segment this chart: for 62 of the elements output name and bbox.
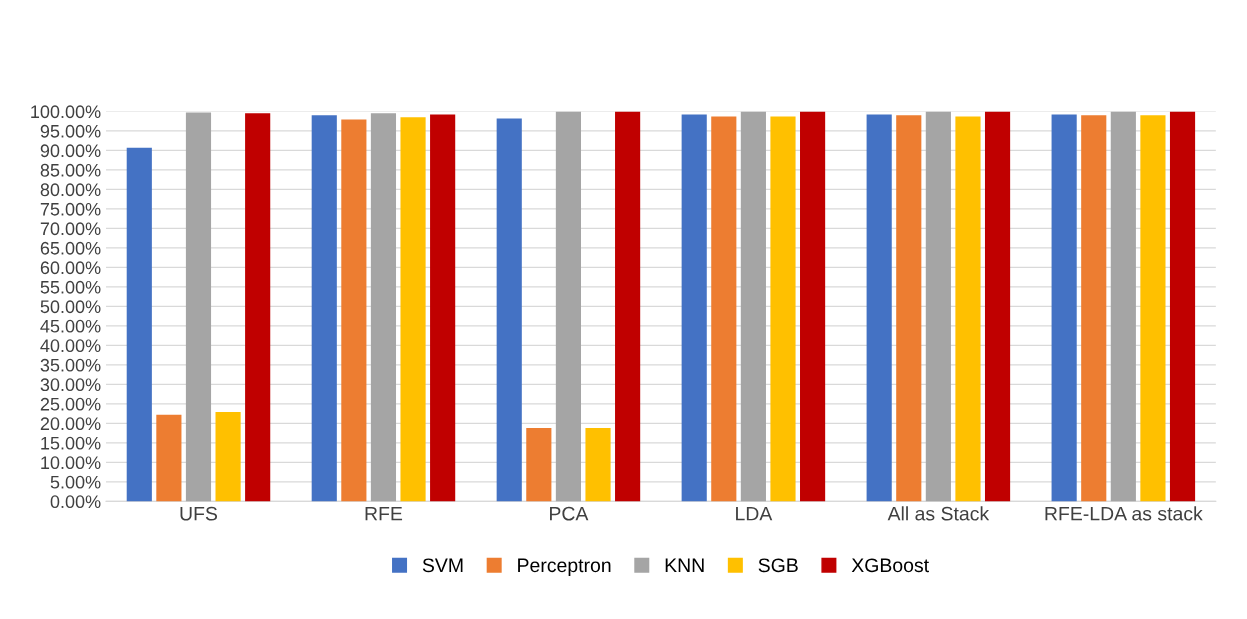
bar [1081, 115, 1107, 502]
y-tick-label: 90.00% [40, 144, 101, 158]
x-tick-label: UFS [180, 506, 218, 521]
bar [1110, 111, 1136, 502]
legend-label: SGB [758, 558, 798, 573]
x-tick-label: LDA [736, 506, 773, 521]
bar [341, 119, 367, 502]
y-tick-label: 70.00% [40, 222, 101, 236]
bar [156, 414, 182, 502]
bar [126, 147, 152, 502]
bar [1051, 114, 1077, 502]
legend-label: SVM [422, 558, 463, 573]
y-tick-label: 45.00% [40, 319, 101, 333]
legend-label: XGBoost [851, 558, 929, 573]
bar [984, 111, 1011, 502]
y-tick-label: 40.00% [40, 339, 101, 353]
y-tick-label: 60.00% [40, 261, 101, 275]
y-tick-label: 35.00% [40, 358, 101, 372]
y-tick-label: 55.00% [40, 280, 101, 294]
bar [925, 111, 951, 502]
x-tick-label: All as Stack [887, 506, 990, 521]
bar [555, 111, 581, 502]
bar [1140, 115, 1166, 502]
x-tick-label: RFE [365, 506, 403, 521]
y-tick-label: 80.00% [40, 183, 101, 197]
bar [245, 113, 271, 502]
bar [585, 428, 611, 502]
bar [215, 412, 241, 502]
legend-label: Perceptron [518, 558, 611, 577]
y-tick-label: 65.00% [40, 241, 101, 255]
bar [311, 115, 337, 502]
bar [400, 117, 426, 502]
x-tick-label: RFE-LDA as stack [1045, 506, 1203, 521]
y-tick-label: 30.00% [40, 378, 101, 392]
x-tick-label: PCA [550, 506, 589, 521]
bar [681, 114, 707, 502]
bar [896, 115, 922, 502]
bar [740, 111, 766, 502]
bar [1169, 111, 1196, 502]
y-tick-label: 10.00% [41, 456, 101, 470]
y-tick-label: 95.00% [40, 124, 101, 138]
bar [711, 116, 737, 502]
y-tick-label: 0.00% [50, 495, 101, 509]
y-tick-label: 100.00% [31, 105, 101, 119]
bar [526, 428, 552, 502]
y-tick-label: 20.00% [40, 417, 101, 431]
bar [370, 113, 397, 502]
y-tick-label: 85.00% [40, 163, 101, 177]
bar [496, 118, 522, 502]
bar [430, 114, 456, 502]
bar [955, 116, 981, 502]
bar [866, 114, 892, 502]
bar [185, 112, 212, 502]
y-tick-label: 5.00% [50, 475, 101, 489]
bar [800, 111, 826, 502]
y-tick-label: 15.00% [41, 436, 101, 450]
y-tick-label: 50.00% [40, 300, 101, 314]
legend-label: KNN [665, 558, 704, 572]
y-tick-label: 25.00% [40, 397, 101, 411]
bar [615, 111, 641, 502]
y-tick-label: 75.00% [40, 202, 101, 216]
bar [770, 116, 796, 502]
